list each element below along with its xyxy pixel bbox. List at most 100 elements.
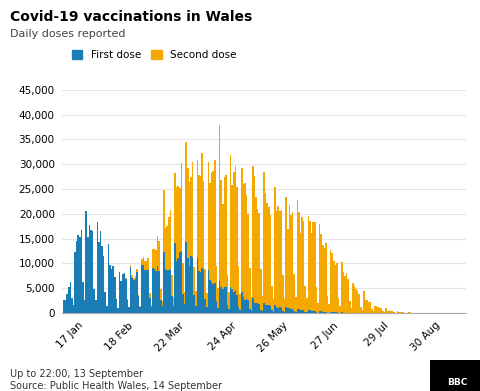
Bar [332,312,333,313]
Bar [308,215,309,310]
Bar [134,276,136,279]
Bar [238,266,240,307]
Bar [281,308,282,313]
Bar [85,211,87,313]
Bar [252,298,254,313]
Bar [274,187,276,305]
Bar [122,274,123,313]
Bar [125,279,127,313]
Bar [144,270,146,313]
Bar [214,160,216,283]
Bar [125,278,127,279]
Bar [258,213,260,303]
Bar [184,304,185,313]
Bar [311,311,312,313]
Bar [195,306,196,313]
Bar [252,166,254,298]
Bar [176,187,178,261]
Bar [240,294,241,310]
Bar [230,287,231,313]
Bar [139,306,141,307]
Bar [298,212,300,309]
Bar [230,154,231,287]
Bar [387,311,389,313]
Bar [146,270,147,313]
Bar [335,312,336,313]
Bar [224,287,225,313]
Bar [81,230,82,313]
Bar [231,289,233,313]
Bar [176,261,178,313]
Bar [108,244,109,313]
Bar [217,288,219,308]
Bar [151,307,152,313]
Bar [154,249,155,269]
Bar [117,308,119,313]
Bar [208,270,209,313]
Text: Up to 22:00, 13 September: Up to 22:00, 13 September [10,369,143,380]
Bar [303,310,304,313]
Bar [192,161,193,257]
Bar [68,287,70,313]
Bar [338,298,339,313]
Bar [286,197,287,307]
Bar [72,305,74,313]
Bar [109,265,111,313]
Bar [384,312,385,313]
Bar [398,312,400,313]
Bar [357,291,359,313]
Bar [282,311,284,313]
Bar [139,307,141,313]
Bar [165,228,167,269]
Bar [203,181,204,270]
Bar [355,289,357,313]
Bar [330,312,332,313]
Bar [220,287,222,313]
Bar [195,291,196,306]
Bar [203,270,204,313]
Bar [174,173,176,243]
Bar [300,233,301,310]
Bar [225,175,227,287]
Bar [227,275,228,305]
Bar [365,300,366,313]
Bar [295,297,297,312]
Bar [174,243,176,313]
Bar [133,278,134,280]
Bar [273,312,274,313]
Bar [187,169,189,258]
Bar [100,231,101,313]
Bar [116,299,117,313]
Bar [106,306,108,313]
Bar [304,312,306,313]
Bar [213,284,214,313]
Bar [287,308,288,313]
Bar [217,308,219,313]
Bar [134,279,136,313]
Bar [322,312,324,313]
Bar [277,206,279,308]
Bar [288,308,290,313]
Bar [169,269,171,313]
Bar [396,311,398,313]
Bar [114,277,116,313]
Bar [235,291,236,313]
Bar [222,204,224,289]
Bar [377,307,379,313]
Bar [143,257,144,265]
Bar [211,282,213,313]
Bar [127,300,128,313]
Bar [147,258,149,270]
Bar [385,308,387,313]
Bar [343,272,344,312]
Bar [389,310,390,313]
Bar [224,177,225,287]
Bar [293,312,295,313]
Bar [233,172,235,292]
Bar [193,294,195,313]
Bar [268,207,270,305]
Bar [311,233,312,311]
Bar [290,215,292,309]
Bar [274,305,276,313]
Bar [74,252,76,313]
